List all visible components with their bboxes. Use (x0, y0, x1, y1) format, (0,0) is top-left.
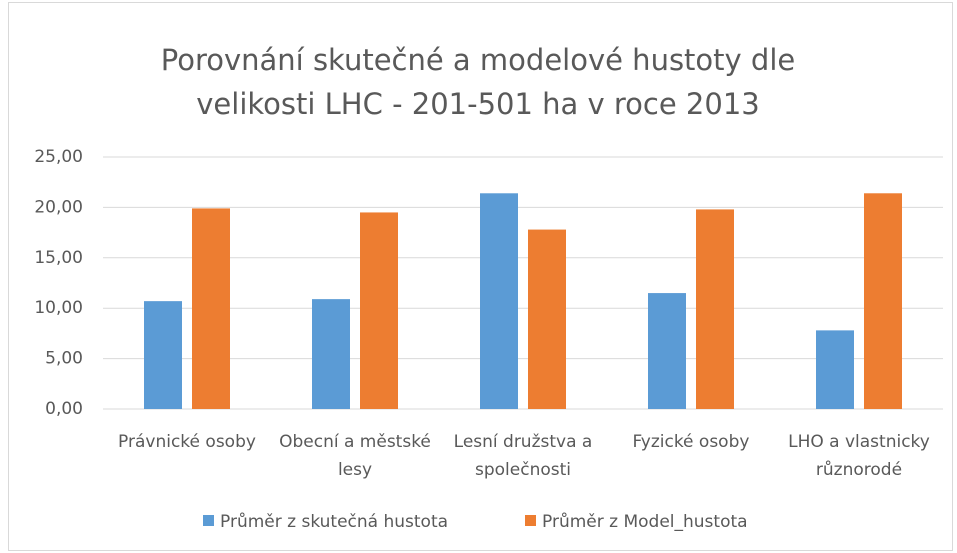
y-tick-label: 0,00 (45, 399, 83, 419)
legend-swatch (525, 515, 536, 526)
chart-frame (8, 2, 953, 551)
bar (144, 301, 182, 409)
x-tick-label: Fyzické osoby (632, 432, 750, 452)
y-tick-label: 20,00 (34, 197, 83, 217)
legend-label: Průměr z Model_hustota (542, 512, 748, 532)
bar (864, 193, 902, 409)
bar (480, 193, 518, 409)
y-tick-label: 10,00 (34, 298, 83, 318)
x-tick-label: LHO a vlastnicky různorodé (788, 432, 930, 480)
y-tick-label: 15,00 (34, 248, 83, 268)
bar (312, 299, 350, 409)
bar (192, 208, 230, 409)
y-tick-label: 5,00 (45, 349, 83, 369)
y-tick-label: 25,00 (34, 147, 83, 167)
bar (528, 229, 566, 409)
legend-swatch (203, 515, 214, 526)
legend-label: Průměr z skutečná hustota (220, 512, 448, 532)
bar (360, 212, 398, 409)
x-tick-label: Právnické osoby (118, 432, 256, 452)
chart-title: Porovnání skutečné a modelové hustoty dl… (160, 43, 796, 121)
bar (696, 209, 734, 409)
bar (816, 330, 854, 409)
x-tick-label: Obecní a městské lesy (279, 432, 431, 480)
x-tick-label: Lesní družstva a společnosti (453, 432, 593, 480)
bar (648, 293, 686, 409)
